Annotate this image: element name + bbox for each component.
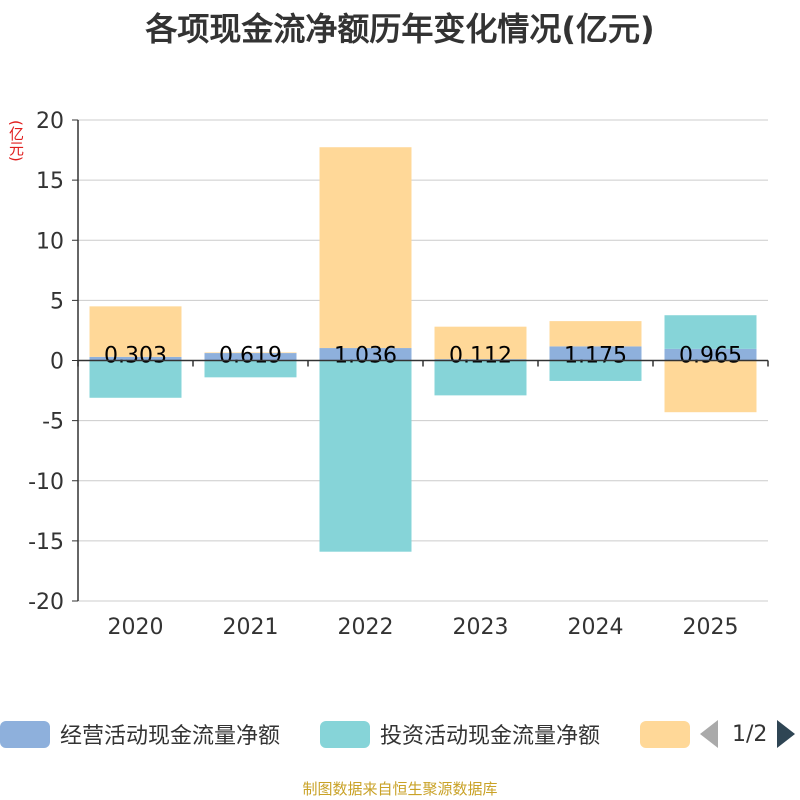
legend-swatch	[640, 720, 690, 748]
chart-title: 各项现金流净额历年变化情况(亿元)	[145, 10, 655, 48]
bar-2023-series-2	[434, 326, 527, 360]
legend: 经营活动现金流量净额 投资活动现金流量净额 1/2	[0, 716, 800, 756]
legend-swatch	[320, 720, 370, 748]
bar-2023-series-1	[434, 360, 527, 396]
bar-2025-series-0	[664, 348, 757, 361]
y-tick-label: 20	[36, 109, 64, 134]
bar-2021-series-2	[204, 352, 297, 354]
next-page-icon[interactable]	[777, 720, 796, 748]
y-tick-label: 0	[50, 350, 64, 375]
bar-2020-series-0	[89, 356, 182, 361]
bar-2022-series-1	[319, 360, 412, 552]
y-tick-label: 10	[36, 229, 64, 254]
data-labels: 0.303 0.619 1.036 0.112 1.175 0.965	[104, 344, 742, 369]
x-tick-label: 2024	[568, 615, 624, 640]
bar-2024-series-2	[549, 321, 642, 347]
legend-item-operating[interactable]: 经营活动现金流量净额	[0, 716, 280, 752]
bar-2021-series-0	[204, 353, 297, 361]
bar-2020-series-1	[89, 360, 182, 398]
legend-swatch	[0, 720, 50, 748]
data-label: 0.303	[104, 344, 167, 369]
bar-2020-series-2	[89, 306, 182, 357]
y-tick-label: 15	[36, 169, 64, 194]
legend-pager: 1/2	[700, 716, 796, 752]
data-label: 0.619	[219, 344, 282, 369]
data-label: 0.112	[449, 344, 512, 369]
y-tick-label: -10	[28, 470, 64, 495]
bar-2025-series-2	[664, 360, 757, 413]
x-tick-label: 2021	[223, 615, 279, 640]
data-label: 0.965	[679, 344, 742, 369]
bar-2024-series-0	[549, 346, 642, 361]
data-label: 1.036	[334, 344, 397, 369]
y-tick-label: -5	[42, 410, 64, 435]
x-tick-label: 2023	[453, 615, 509, 640]
y-tick-label: -20	[28, 590, 64, 615]
y-axis-unit: (亿元)	[7, 120, 25, 162]
legend-item-investing[interactable]: 投资活动现金流量净额	[320, 716, 600, 752]
bar-2025-series-1	[664, 315, 757, 349]
x-tick-label: 2020	[108, 615, 164, 640]
axes: 20 15 10 5 0 -5 -10 -15 -20 2020 2021 2022 2023 2024 2…	[28, 109, 769, 640]
bar-2022-series-2	[319, 147, 412, 349]
legend-label: 经营活动现金流量净额	[60, 724, 281, 749]
x-tick-label: 2025	[683, 615, 739, 640]
bar-2024-series-1	[549, 360, 642, 381]
data-label: 1.175	[564, 344, 627, 369]
y-tick-label: -15	[28, 530, 64, 555]
data-source-note: 制图数据来自恒生聚源数据库	[302, 780, 498, 798]
legend-label: 投资活动现金流量净额	[380, 724, 601, 749]
grid-lines	[78, 119, 768, 602]
y-tick-label: 5	[50, 289, 64, 314]
x-tick-label: 2022	[338, 615, 394, 640]
prev-page-icon[interactable]	[700, 720, 718, 748]
bar-2022-series-0	[319, 348, 412, 361]
legend-page-indicator: 1/2	[732, 721, 768, 747]
bars	[89, 147, 757, 552]
bar-2021-series-1	[204, 360, 297, 378]
legend-item-financing[interactable]	[640, 716, 690, 752]
